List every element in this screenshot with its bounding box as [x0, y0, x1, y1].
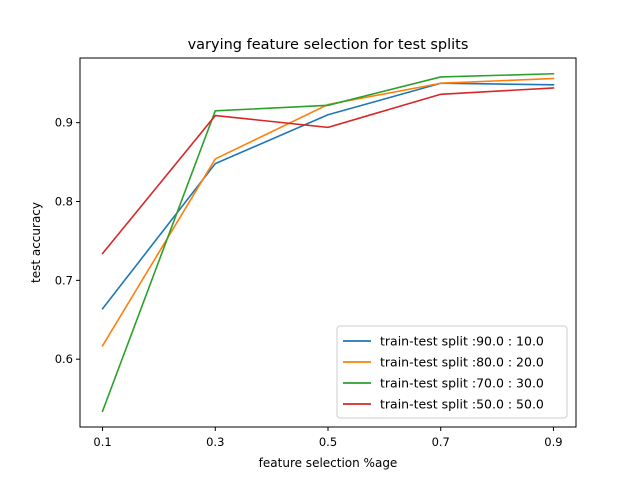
y-tick-label: 0.6	[55, 352, 73, 366]
legend-entry-3: train-test split :70.0 : 30.0	[380, 376, 544, 391]
chart-title: varying feature selection for test split…	[188, 37, 469, 53]
y-axis-label: test accuracy	[29, 202, 43, 283]
x-axis-label: feature selection %age	[259, 456, 398, 470]
series-line-1	[101, 82, 555, 310]
series-line-4	[101, 87, 555, 255]
x-tick-label: 0.5	[319, 435, 337, 449]
legend-entry-4: train-test split :50.0 : 50.0	[380, 397, 544, 412]
x-tick-label: 0.7	[432, 435, 450, 449]
y-tick-label: 0.7	[55, 273, 73, 287]
series-line-2	[101, 77, 555, 347]
x-tick-label: 0.9	[544, 435, 562, 449]
y-axis-ticks: 0.6 0.7 0.8 0.9	[55, 116, 80, 366]
legend-box	[336, 325, 568, 419]
y-tick-label: 0.8	[55, 195, 73, 209]
x-tick-label: 0.1	[93, 435, 111, 449]
legend-entry-2: train-test split :80.0 : 20.0	[380, 355, 544, 370]
x-tick-label: 0.3	[206, 435, 224, 449]
legend: train-test split :90.0 : 10.0 train-test …	[336, 325, 568, 419]
series-line-3	[101, 72, 555, 413]
y-tick-label: 0.9	[55, 116, 73, 130]
plot-lines	[101, 72, 555, 413]
x-axis-ticks: 0.1 0.3 0.5 0.7 0.9	[93, 427, 563, 449]
legend-entry-1: train-test split :90.0 : 10.0	[380, 334, 544, 349]
